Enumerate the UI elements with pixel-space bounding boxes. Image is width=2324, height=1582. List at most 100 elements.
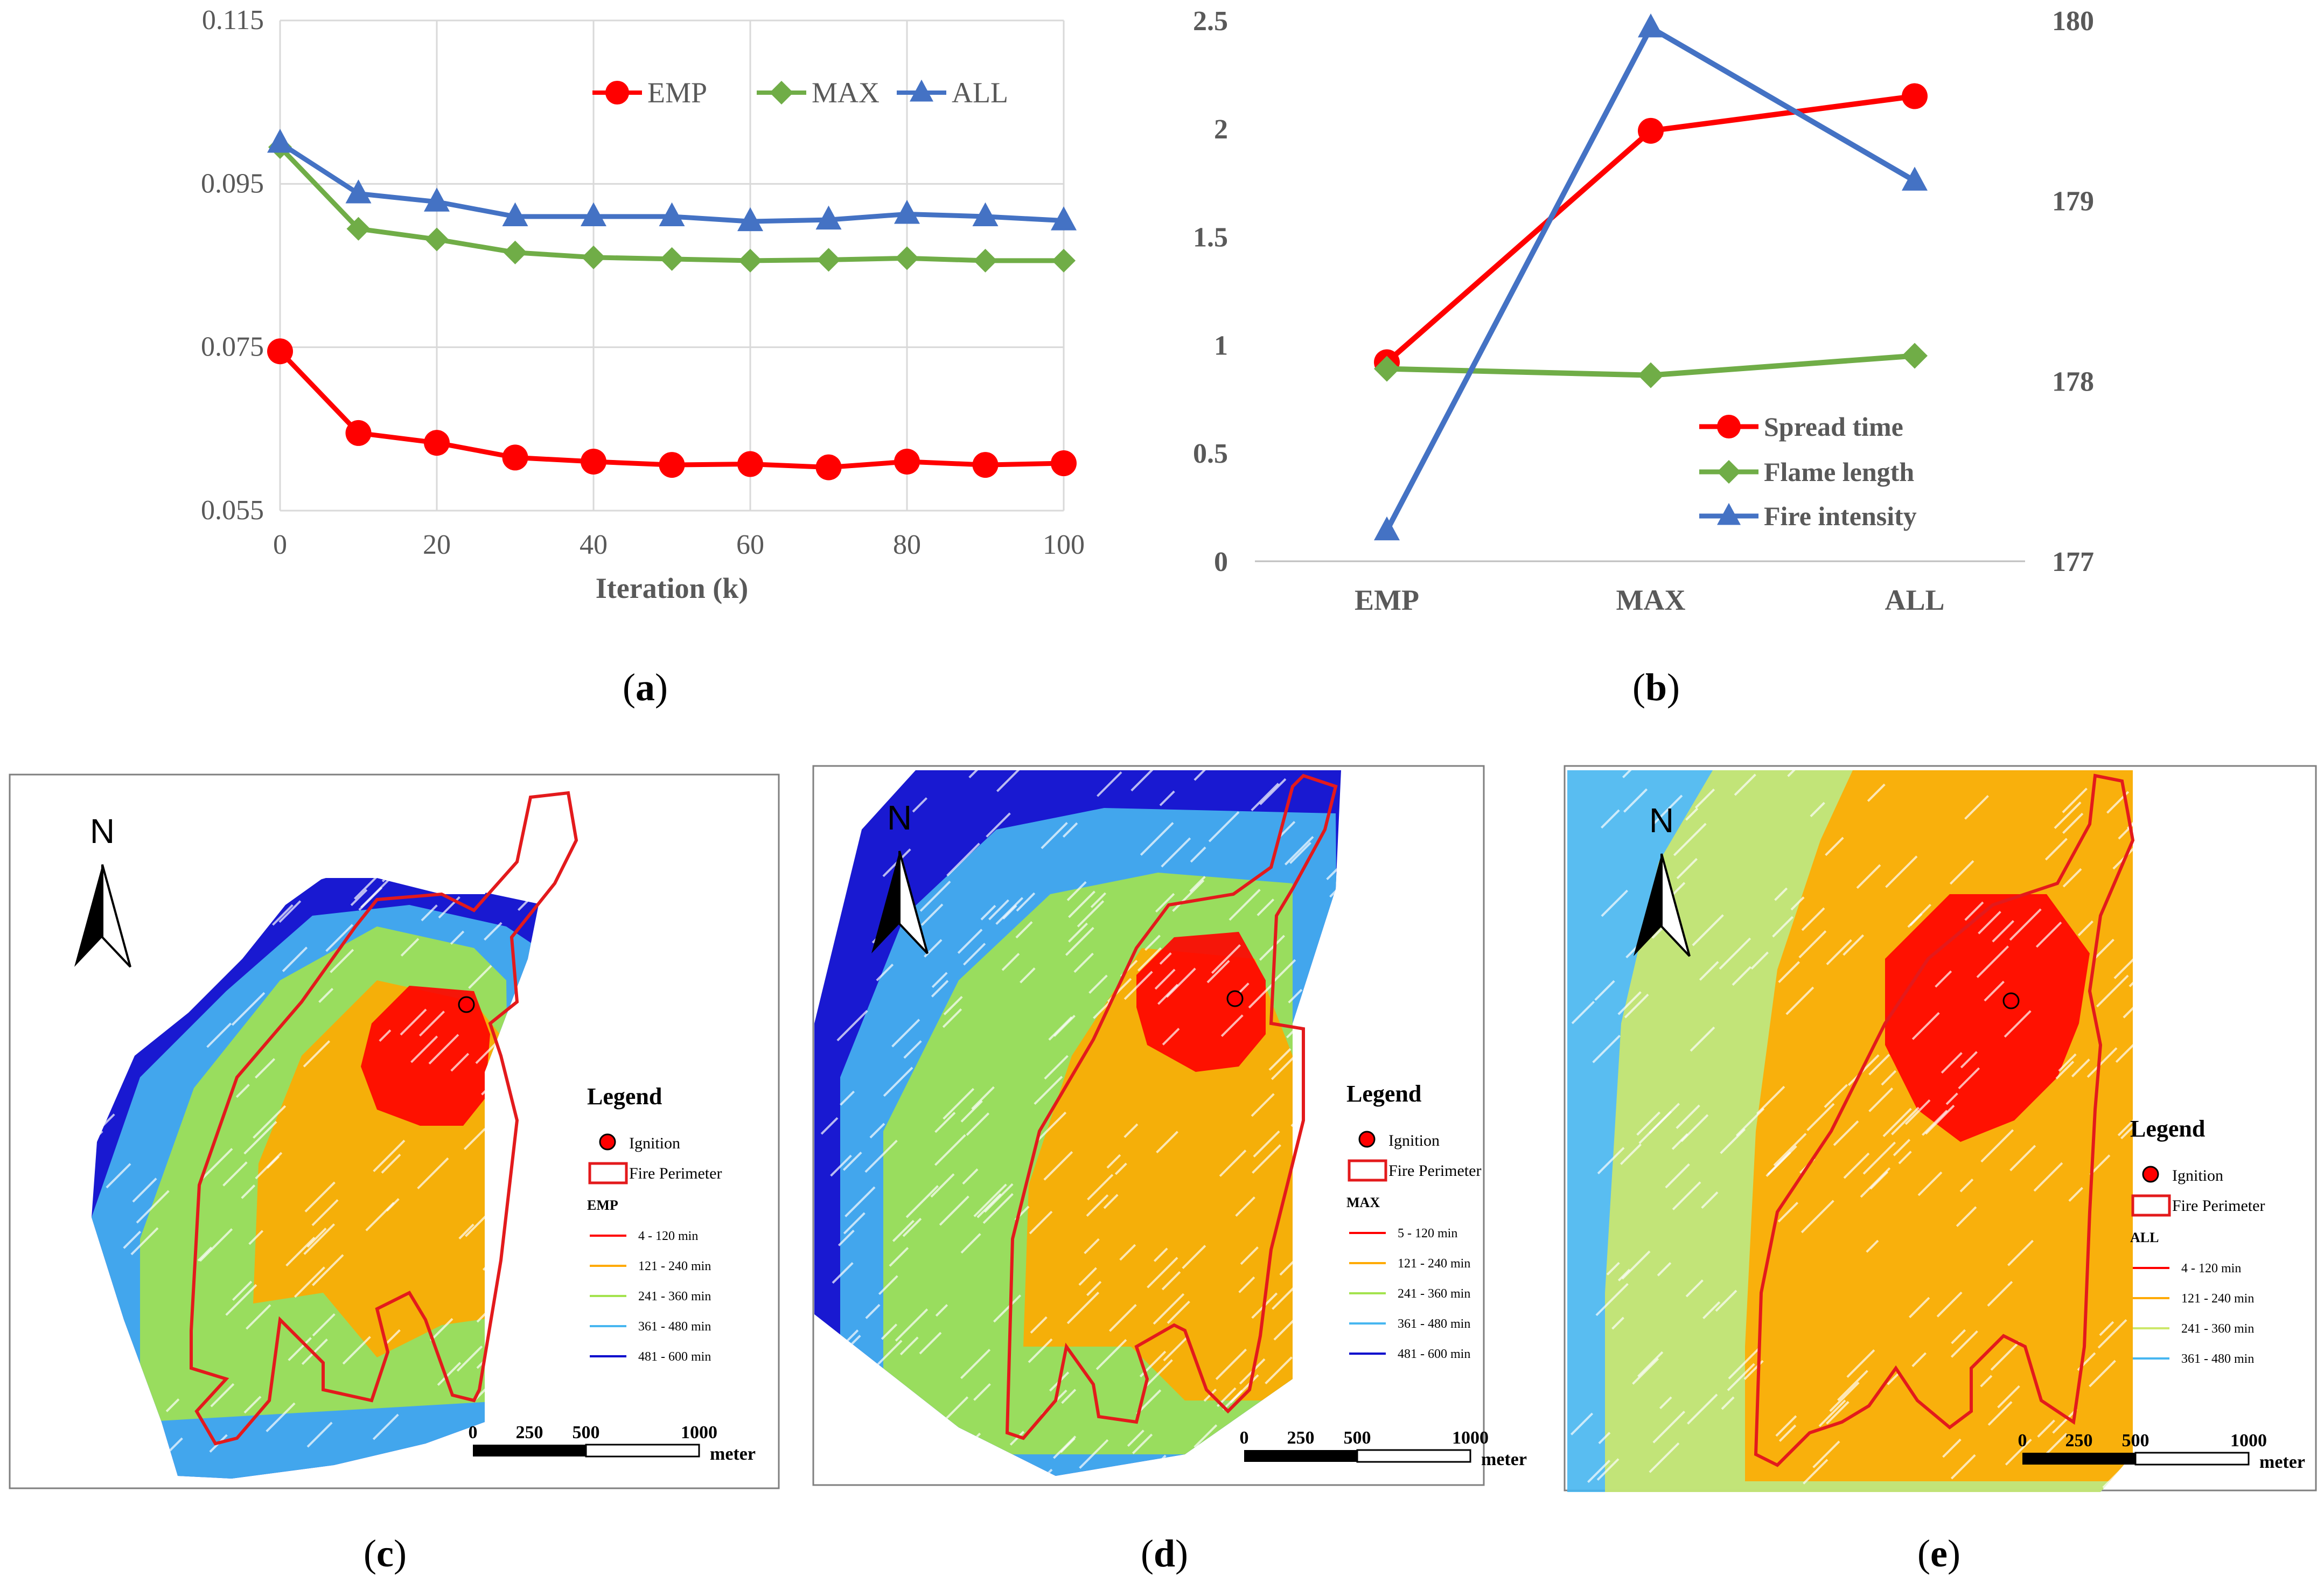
- data-point-max: [1052, 248, 1076, 273]
- texture: [1942, 1438, 1962, 1458]
- texture: [1208, 811, 1240, 842]
- texture: [1925, 1105, 1955, 1135]
- legend-class-label: 241 - 360 min: [2181, 1322, 2254, 1336]
- caption-e: (e): [1917, 1532, 1960, 1575]
- ignition-point: [1226, 990, 1244, 1007]
- scale-bar-black: [2022, 1453, 2135, 1465]
- texture: [1259, 935, 1286, 961]
- legend-perimeter-swatch: [2131, 1194, 2171, 1217]
- texture: [912, 797, 928, 813]
- texture: [2117, 1117, 2133, 1137]
- texture: [1123, 1123, 1139, 1138]
- texture: [838, 1229, 855, 1246]
- texture: [325, 759, 341, 775]
- scale-bar-white: [585, 1444, 700, 1458]
- texture: [199, 1228, 233, 1262]
- caption-c: (c): [364, 1532, 407, 1575]
- texture: [1676, 858, 1698, 880]
- legend-ignition-icon: [1358, 1131, 1376, 1148]
- north-arrow-icon: [1634, 854, 1662, 956]
- legend-marker: [1717, 503, 1741, 525]
- texture: [1980, 1375, 1993, 1388]
- y-tick-label: 1.5: [1193, 222, 1228, 253]
- texture: [2118, 806, 2133, 840]
- texture: [1935, 970, 1952, 988]
- texture: [2055, 1061, 2075, 1079]
- texture: [1798, 930, 1827, 959]
- texture: [1620, 1143, 1642, 1165]
- caption-b: (b): [1632, 666, 1680, 709]
- texture: [1086, 1194, 1109, 1217]
- texture: [306, 1228, 327, 1248]
- texture: [1001, 952, 1020, 971]
- texture: [1587, 1459, 1611, 1483]
- texture: [1268, 1048, 1292, 1071]
- texture: [1917, 1171, 1943, 1196]
- texture: [1053, 1435, 1077, 1459]
- texture: [1692, 914, 1724, 946]
- texture: [400, 1008, 427, 1036]
- texture: [1829, 1382, 1860, 1412]
- texture: [1481, 1156, 1506, 1182]
- texture: [1632, 1357, 1659, 1385]
- texture: [2009, 908, 2042, 941]
- texture: [303, 1223, 336, 1255]
- data-point-max: [582, 245, 605, 269]
- texture: [2062, 868, 2082, 888]
- scale-unit: meter: [2259, 1452, 2305, 1472]
- legend-perimeter-label: Fire Perimeter: [629, 1165, 722, 1182]
- texture: [1103, 1194, 1119, 1209]
- texture: [222, 1161, 248, 1187]
- texture: [2044, 838, 2068, 861]
- legend-ignition-icon: [2142, 1166, 2159, 1183]
- texture: [1732, 966, 1752, 986]
- texture: [902, 1217, 922, 1237]
- texture: [450, 1053, 470, 1072]
- texture: [428, 1034, 459, 1065]
- texture: [430, 1318, 453, 1342]
- texture: [2005, 1438, 2032, 1466]
- texture: [1597, 1147, 1625, 1175]
- texture: [1601, 809, 1620, 829]
- scale-tick-label: 1000: [2230, 1431, 2267, 1451]
- texture: [1259, 778, 1287, 805]
- x-tick-label: 60: [736, 529, 764, 560]
- texture: [2054, 801, 2082, 830]
- texture: [1775, 1415, 1797, 1437]
- texture: [996, 770, 1027, 792]
- legend-class-label: 241 - 360 min: [638, 1290, 711, 1304]
- legend-class-label: 121 - 240 min: [638, 1259, 711, 1273]
- texture: [1037, 1468, 1053, 1476]
- texture: [1219, 1149, 1247, 1177]
- texture: [1481, 1032, 1510, 1062]
- texture: [417, 1157, 449, 1189]
- texture: [1130, 770, 1158, 792]
- legend-marker: [1717, 415, 1741, 438]
- texture: [1951, 1329, 1966, 1344]
- texture: [2077, 920, 2093, 937]
- fire-zones: [814, 770, 1510, 1476]
- texture: [1041, 822, 1068, 849]
- legend-marker: [1717, 460, 1741, 484]
- texture: [372, 1413, 399, 1440]
- texture: [905, 1185, 939, 1218]
- texture: [288, 1337, 312, 1361]
- texture: [1229, 889, 1261, 921]
- texture: [1078, 1267, 1097, 1286]
- texture: [1596, 1458, 1620, 1481]
- texture: [1911, 1352, 1927, 1368]
- texture: [235, 1084, 250, 1098]
- legend-ignition-label: Ignition: [1388, 1132, 1440, 1149]
- texture: [1132, 1433, 1153, 1454]
- texture: [1127, 1430, 1144, 1447]
- texture: [1777, 1202, 1799, 1223]
- map-d: N Legend Ignition Fire Perimeter MAX 5 - 120 …: [812, 765, 1527, 1486]
- y-tick-label: 2: [1214, 114, 1228, 145]
- chart-a: 0.055 0.075 0.095 0.115 0 20 40 60 80 100 Iteratio…: [201, 5, 1085, 604]
- data-point-emp: [659, 452, 685, 478]
- texture: [830, 1154, 852, 1177]
- texture: [2068, 1187, 2083, 1202]
- north-arrow-icon: [101, 864, 131, 968]
- texture: [1137, 947, 1162, 972]
- texture: [1992, 920, 2014, 943]
